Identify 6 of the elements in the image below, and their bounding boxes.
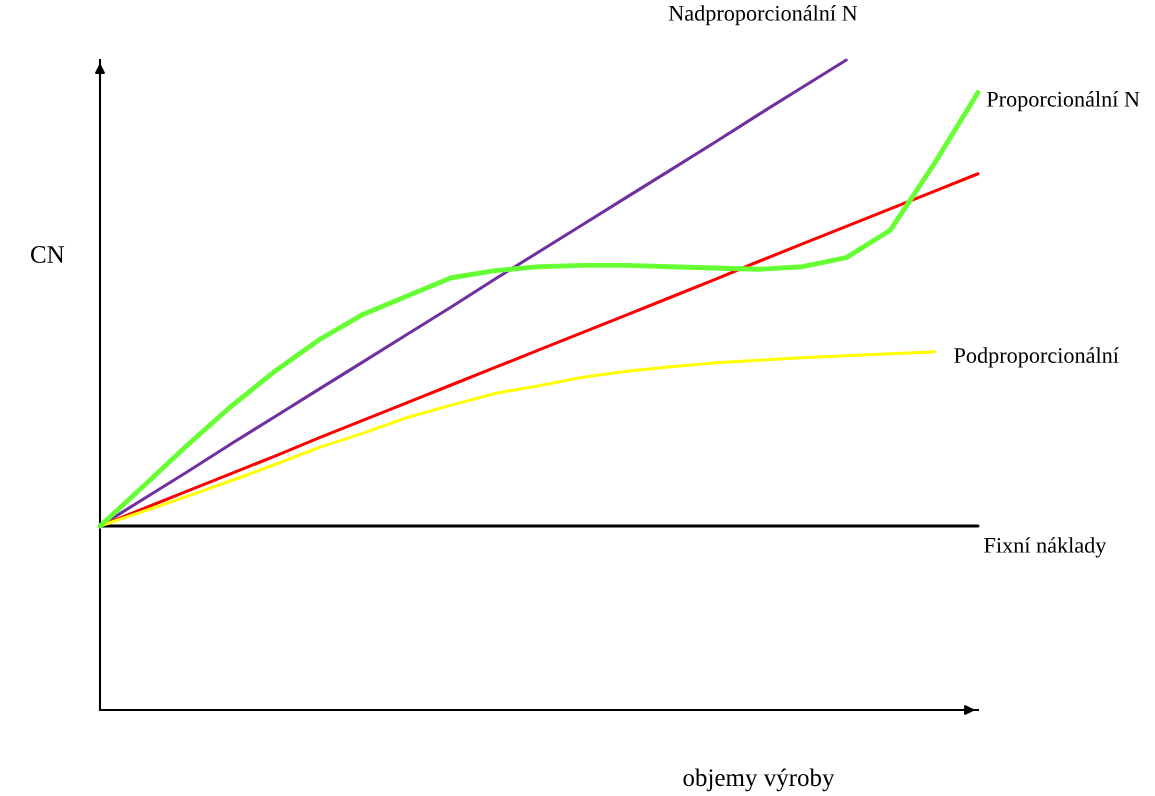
- series-label: Nadproporcionální N: [668, 5, 858, 26]
- x-axis-title: objemy výroby: [683, 768, 835, 792]
- y-axis-title: CN: [30, 246, 65, 263]
- series-label: Podproporcionální: [954, 347, 1119, 368]
- series-label: Fixní náklady: [984, 537, 1107, 558]
- text: Proporcionální N: [986, 91, 1140, 112]
